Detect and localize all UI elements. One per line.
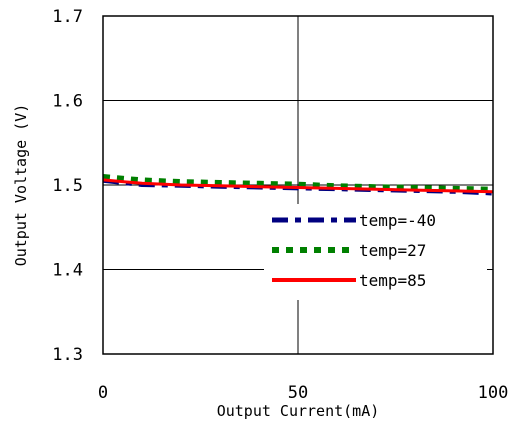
series-line-3 xyxy=(102,178,494,194)
y-tick-label: 1.7 xyxy=(52,7,83,27)
x-tick-label: 0 xyxy=(98,383,108,403)
y-axis-label: Output Voltage (V) xyxy=(12,104,30,267)
legend: temp=-40 temp=27 temp=85 xyxy=(264,204,487,300)
legend-label-2: temp=27 xyxy=(359,241,426,260)
tick-labels: 1.3 1.4 1.5 1.6 1.7 0 50 100 xyxy=(52,7,508,403)
series-line-2 xyxy=(102,174,494,192)
series-lines xyxy=(102,174,494,196)
y-tick-label: 1.6 xyxy=(52,92,83,112)
legend-label-3: temp=85 xyxy=(359,271,426,290)
x-tick-label: 100 xyxy=(478,383,509,403)
x-tick-label: 50 xyxy=(288,383,308,403)
x-axis-label: Output Current(mA) xyxy=(217,402,380,420)
legend-label-1: temp=-40 xyxy=(359,211,436,230)
y-tick-label: 1.5 xyxy=(52,176,83,196)
y-tick-label: 1.4 xyxy=(52,261,83,281)
y-tick-label: 1.3 xyxy=(52,345,83,365)
plot-frame xyxy=(102,15,494,355)
